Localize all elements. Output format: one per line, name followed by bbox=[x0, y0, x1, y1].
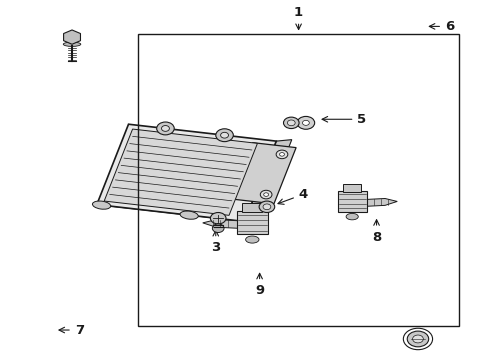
Text: 9: 9 bbox=[255, 273, 264, 297]
Text: 4: 4 bbox=[278, 188, 308, 204]
Polygon shape bbox=[97, 203, 260, 221]
Circle shape bbox=[212, 224, 224, 233]
Circle shape bbox=[280, 153, 284, 156]
Circle shape bbox=[259, 201, 275, 212]
Polygon shape bbox=[245, 140, 292, 221]
Circle shape bbox=[276, 150, 288, 159]
Text: 6: 6 bbox=[429, 20, 454, 33]
FancyBboxPatch shape bbox=[338, 191, 367, 212]
Circle shape bbox=[162, 126, 170, 131]
Text: 1: 1 bbox=[294, 6, 303, 30]
Circle shape bbox=[288, 120, 295, 126]
Circle shape bbox=[407, 331, 429, 347]
Polygon shape bbox=[203, 220, 238, 228]
Polygon shape bbox=[366, 198, 397, 206]
Text: 5: 5 bbox=[322, 113, 367, 126]
Ellipse shape bbox=[180, 211, 198, 219]
Circle shape bbox=[284, 117, 299, 129]
Polygon shape bbox=[97, 124, 276, 221]
Text: 7: 7 bbox=[59, 324, 84, 337]
Circle shape bbox=[413, 335, 423, 343]
Circle shape bbox=[210, 212, 226, 224]
Circle shape bbox=[220, 132, 228, 138]
Circle shape bbox=[263, 204, 271, 210]
Circle shape bbox=[264, 193, 269, 196]
Ellipse shape bbox=[346, 213, 358, 220]
Text: 2: 2 bbox=[143, 147, 178, 176]
Circle shape bbox=[157, 122, 174, 135]
Circle shape bbox=[297, 116, 315, 129]
Ellipse shape bbox=[245, 236, 259, 243]
Text: 3: 3 bbox=[211, 230, 220, 255]
Polygon shape bbox=[230, 143, 296, 204]
Polygon shape bbox=[64, 30, 80, 44]
Bar bbox=[138, 33, 460, 327]
Ellipse shape bbox=[63, 42, 81, 46]
Ellipse shape bbox=[93, 201, 111, 209]
FancyBboxPatch shape bbox=[237, 211, 268, 234]
Circle shape bbox=[260, 190, 272, 199]
Bar bbox=[343, 184, 362, 192]
Polygon shape bbox=[104, 129, 257, 215]
Bar bbox=[242, 203, 263, 212]
Text: 8: 8 bbox=[372, 220, 381, 244]
Circle shape bbox=[302, 120, 309, 125]
Circle shape bbox=[216, 129, 233, 141]
